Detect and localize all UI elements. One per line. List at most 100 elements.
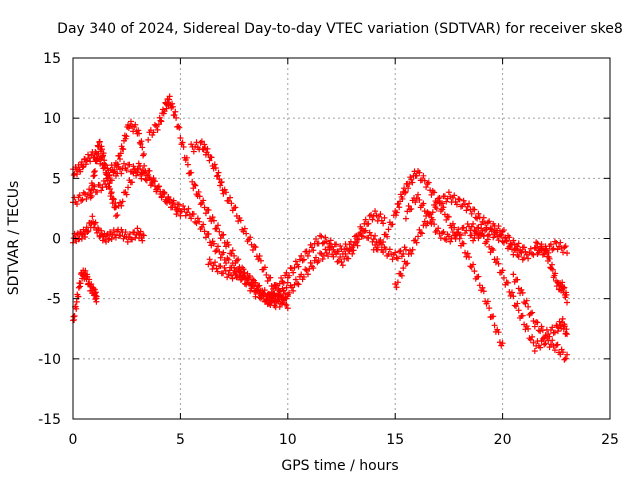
x-tick-labels: 0 5 10 15 20 25	[69, 432, 619, 448]
data-point	[354, 242, 361, 249]
data-point	[77, 168, 84, 175]
data-point	[214, 222, 221, 229]
data-point	[139, 144, 146, 151]
data-point	[429, 209, 436, 216]
data-point	[420, 172, 427, 179]
data-point	[326, 240, 333, 247]
data-point	[300, 256, 307, 263]
data-point	[557, 239, 564, 246]
data-point	[202, 234, 209, 241]
data-point	[394, 255, 401, 262]
data-point	[401, 189, 408, 196]
series-sat-k	[284, 227, 409, 300]
data-point	[317, 232, 324, 239]
data-point	[466, 200, 473, 207]
data-point	[482, 220, 489, 227]
data-point	[125, 184, 132, 191]
data-point	[554, 328, 561, 335]
data-point	[327, 243, 334, 250]
data-point	[462, 230, 469, 237]
data-point	[523, 297, 530, 304]
data-point	[350, 247, 357, 254]
data-point	[180, 203, 187, 210]
data-point	[507, 240, 514, 247]
data-point	[560, 349, 567, 356]
data-point	[519, 289, 526, 296]
data-point	[283, 301, 290, 308]
data-point	[82, 161, 89, 168]
data-point	[499, 340, 506, 347]
data-point	[206, 256, 213, 263]
data-point	[130, 163, 137, 170]
data-point	[292, 276, 299, 283]
data-point	[537, 328, 544, 335]
data-point	[295, 281, 302, 288]
data-point	[266, 300, 273, 307]
data-point	[559, 315, 566, 322]
data-point	[457, 232, 464, 239]
data-point	[270, 286, 277, 293]
data-point	[155, 183, 162, 190]
data-point	[251, 243, 258, 250]
data-point	[137, 228, 144, 235]
data-point	[133, 169, 140, 176]
data-point	[229, 247, 236, 254]
data-point	[92, 219, 99, 226]
data-point	[449, 220, 456, 227]
data-point	[478, 225, 485, 232]
data-point	[166, 93, 173, 100]
data-point	[488, 228, 495, 235]
data-point	[315, 257, 322, 264]
data-point	[249, 246, 256, 253]
data-point	[173, 211, 180, 218]
data-point	[457, 203, 464, 210]
data-point	[82, 234, 89, 241]
data-point	[325, 253, 332, 260]
data-point	[149, 179, 156, 186]
data-point	[204, 145, 211, 152]
data-point	[78, 159, 85, 166]
data-point	[188, 215, 195, 222]
data-point	[389, 256, 396, 263]
data-point	[252, 279, 259, 286]
data-point	[278, 274, 285, 281]
data-point	[550, 342, 557, 349]
data-point	[421, 208, 428, 215]
data-point	[527, 245, 534, 252]
data-point	[140, 152, 147, 159]
data-point	[531, 323, 538, 330]
data-point	[249, 276, 256, 283]
data-point	[108, 177, 115, 184]
data-point	[227, 194, 234, 201]
data-point	[550, 245, 557, 252]
x-tick-label: 15	[386, 432, 404, 448]
data-point	[464, 250, 471, 257]
data-point	[388, 251, 395, 258]
data-point	[176, 205, 183, 212]
data-point	[436, 230, 443, 237]
data-point	[136, 231, 143, 238]
data-point	[542, 332, 549, 339]
data-point	[140, 232, 147, 239]
data-point	[416, 196, 423, 203]
data-point	[234, 274, 241, 281]
data-point	[83, 195, 90, 202]
data-point	[146, 167, 153, 174]
data-point	[452, 235, 459, 242]
data-point	[562, 355, 569, 362]
data-point	[119, 198, 126, 205]
data-point	[247, 234, 254, 241]
data-point	[177, 212, 184, 219]
series-sat-p	[510, 271, 571, 341]
data-point	[380, 239, 387, 246]
data-point	[231, 252, 238, 259]
data-point	[409, 179, 416, 186]
data-point	[394, 279, 401, 286]
data-point	[486, 231, 493, 238]
data-point	[460, 224, 467, 231]
data-point	[252, 293, 259, 300]
data-point	[393, 212, 400, 219]
data-point	[372, 208, 379, 215]
data-point	[456, 196, 463, 203]
data-point	[116, 166, 123, 173]
